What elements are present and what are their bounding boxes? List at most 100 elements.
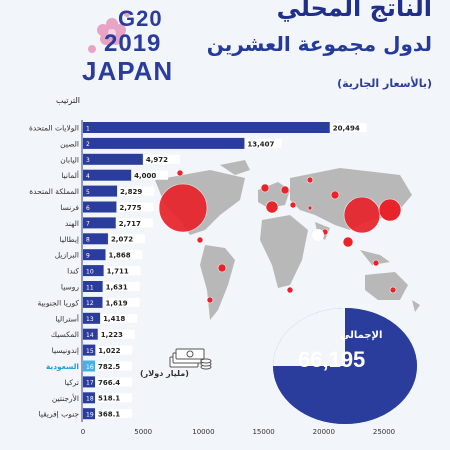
x-tick-label: 10000 [192, 428, 214, 436]
value-label-bg [101, 313, 138, 323]
unit-label: (مليار دولار) [140, 369, 189, 378]
category-label: ألمانيا [61, 170, 79, 180]
rank-label: 4 [86, 173, 90, 180]
page-title: الناتج المحلي [276, 0, 432, 22]
value-label: 1,223 [101, 331, 123, 339]
value-label: 1,418 [103, 315, 125, 323]
bar [83, 344, 96, 356]
category-label: السعودية [46, 362, 79, 371]
rank-label: 19 [86, 412, 94, 419]
bar [83, 169, 132, 181]
category-label: الصين [60, 139, 79, 148]
value-label-bg [106, 250, 143, 260]
value-label: 2,829 [120, 188, 142, 196]
value-label-bg [143, 154, 180, 164]
rank-label: 5 [86, 189, 90, 196]
total-value: 66,195 [298, 347, 366, 372]
value-label-bg [103, 297, 140, 307]
rank-label: 15 [86, 348, 94, 355]
bar [83, 217, 116, 229]
x-tick-label: 20000 [313, 428, 335, 436]
x-tick-label: 5000 [134, 428, 152, 436]
x-tick-label: 0 [81, 428, 85, 436]
category-label: كوريا الجنوبية [37, 298, 79, 307]
bar [83, 249, 106, 261]
rank-header: الترتيب [56, 96, 80, 105]
rank-label: 14 [86, 332, 94, 339]
rank-label: 13 [86, 316, 94, 323]
value-label: 1,022 [98, 347, 120, 355]
rank-label: 7 [86, 221, 90, 228]
bar [83, 328, 98, 340]
value-label-bg [96, 377, 132, 387]
logo-line-2: 2019 [104, 30, 162, 57]
category-label: كندا [67, 267, 79, 276]
bar [83, 265, 104, 277]
value-label: 766.4 [98, 379, 120, 387]
category-label: البرازيل [55, 251, 79, 260]
value-label: 4,972 [146, 156, 168, 164]
value-label: 2,775 [119, 204, 141, 212]
value-label-bg [96, 361, 132, 371]
value-label: 2,072 [111, 236, 133, 244]
value-label-bg [103, 282, 140, 291]
bar [83, 122, 330, 133]
category-label: جنوب إفريقيا [39, 410, 80, 419]
value-label: 20,494 [333, 124, 360, 132]
rank-label: 11 [86, 284, 94, 291]
category-label: اليابان [60, 155, 79, 164]
category-label: فرنسا [60, 203, 79, 212]
rank-label: 9 [86, 253, 90, 260]
category-label: روسيا [61, 283, 79, 292]
value-label: 2,717 [119, 220, 141, 228]
value-label: 518.1 [98, 395, 120, 403]
value-label-bg [245, 138, 282, 148]
value-label-bg [104, 266, 141, 276]
bar [83, 296, 103, 308]
bar [83, 392, 95, 404]
page-subtitle: (بالأسعار الجارية) [337, 77, 432, 90]
bar [83, 360, 95, 372]
value-label: 13,407 [247, 140, 274, 148]
value-label-bg [108, 234, 145, 244]
rank-label: 6 [86, 205, 90, 212]
category-label: الأرجنتين [52, 393, 79, 403]
value-label: 4,000 [134, 172, 156, 180]
value-label-bg [117, 202, 154, 212]
total-label: الإجمالي [340, 330, 383, 341]
banknote-stack-icon [169, 348, 212, 370]
value-label: 1,868 [108, 252, 130, 260]
bar [83, 312, 101, 324]
category-label: تركيا [65, 378, 79, 387]
value-label: 1,619 [105, 299, 127, 307]
value-label-bg [96, 409, 132, 419]
value-label-bg [118, 186, 155, 196]
logo-line-3: JAPAN [82, 56, 174, 86]
bar [83, 153, 143, 165]
rank-label: 10 [86, 268, 94, 275]
value-label: 368.1 [98, 411, 120, 419]
category-label: الولايات المتحدة [29, 124, 79, 133]
world-map-icon [155, 160, 420, 320]
rank-label: 12 [86, 300, 94, 307]
value-label-bg [330, 123, 367, 132]
total-pie-chart [273, 308, 417, 424]
value-label-bg [132, 170, 169, 180]
bar [83, 233, 108, 245]
x-tick-label: 15000 [252, 428, 274, 436]
rank-label: 8 [86, 237, 90, 244]
logo-line-1: G20 [118, 6, 163, 31]
value-label-bg [116, 218, 153, 228]
category-label: الهند [65, 219, 79, 228]
value-label: 782.5 [98, 363, 120, 371]
value-label-bg [98, 329, 135, 339]
bar [83, 201, 117, 213]
value-label-bg [96, 393, 132, 403]
value-label: 1,631 [106, 283, 128, 291]
value-label: 1,711 [107, 268, 129, 276]
rank-label: 2 [86, 141, 90, 148]
bar [83, 137, 245, 149]
category-label: إندونيسيا [52, 346, 79, 355]
category-label: المملكة المتحدة [29, 187, 79, 196]
